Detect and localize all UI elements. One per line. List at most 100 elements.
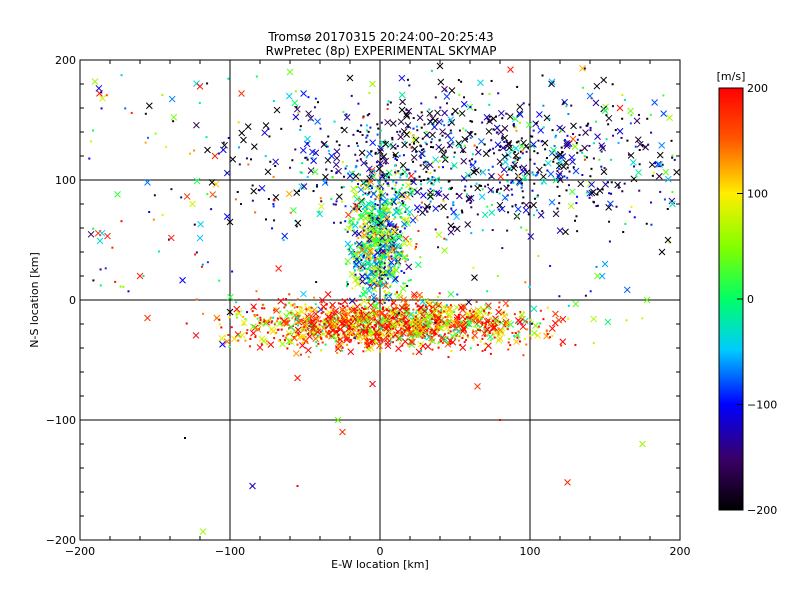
data-point-dot xyxy=(291,304,294,307)
data-point-cross xyxy=(310,325,318,333)
data-point-dot xyxy=(317,342,320,345)
data-point-dot xyxy=(399,235,402,238)
data-point-cross xyxy=(385,233,393,241)
data-point-dot xyxy=(363,252,366,255)
data-point-dot xyxy=(449,342,452,345)
data-point-dot xyxy=(256,317,259,320)
data-point-cross xyxy=(233,305,241,313)
data-point-cross xyxy=(168,95,176,103)
data-point-dot xyxy=(339,312,342,315)
data-point-cross xyxy=(193,177,201,185)
data-point-dot xyxy=(362,236,365,239)
data-point-dot xyxy=(358,308,361,311)
data-point-dot xyxy=(100,91,103,94)
data-point-dot xyxy=(276,320,279,323)
data-point-dot xyxy=(206,261,209,264)
data-point-dot xyxy=(366,180,369,183)
data-point-cross xyxy=(523,169,531,176)
data-point-cross xyxy=(375,165,383,173)
data-point-dot xyxy=(401,294,404,297)
data-point-dot xyxy=(425,312,428,315)
data-point-dot xyxy=(295,225,298,228)
data-point-dot xyxy=(484,185,487,188)
data-point-dot xyxy=(297,333,300,336)
data-point-cross xyxy=(398,74,406,82)
data-point-dot xyxy=(408,172,411,175)
data-point-cross xyxy=(338,320,346,327)
data-point-dot xyxy=(481,188,484,191)
data-point-dot xyxy=(549,264,552,267)
data-point-cross xyxy=(460,100,468,108)
data-point-cross xyxy=(437,78,445,86)
data-point-dot xyxy=(533,182,536,185)
data-point-dot xyxy=(560,344,563,347)
data-point-dot xyxy=(420,317,423,320)
data-point-cross xyxy=(292,113,300,121)
data-point-dot xyxy=(327,149,330,152)
data-point-cross xyxy=(598,142,606,150)
data-point-dot xyxy=(426,333,429,336)
data-point-cross xyxy=(465,317,473,325)
data-point-dot xyxy=(526,328,529,331)
data-point-dot xyxy=(574,219,577,222)
data-point-cross xyxy=(332,161,340,169)
data-point-dot xyxy=(456,293,459,296)
data-point-dot xyxy=(365,282,368,285)
data-point-dot xyxy=(362,350,365,353)
data-point-dot xyxy=(390,325,393,328)
data-point-dot xyxy=(161,93,164,96)
data-point-dot xyxy=(335,200,338,203)
data-point-dot xyxy=(638,148,641,151)
data-point-cross xyxy=(144,314,151,322)
data-point-cross xyxy=(623,286,631,294)
data-point-dot xyxy=(449,129,452,132)
data-point-dot xyxy=(345,263,348,266)
data-point-dot xyxy=(394,226,397,229)
data-point-dot xyxy=(380,277,383,280)
data-point-dot xyxy=(377,180,380,183)
data-point-cross xyxy=(487,333,494,341)
data-point-dot xyxy=(371,339,374,342)
data-point-dot xyxy=(621,94,624,97)
data-point-cross xyxy=(394,168,402,176)
data-point-cross xyxy=(557,158,564,166)
data-point-cross xyxy=(483,318,491,325)
data-point-dot xyxy=(342,332,345,335)
data-point-cross xyxy=(594,272,601,280)
data-point-dot xyxy=(230,326,233,329)
data-point-dot xyxy=(390,316,393,319)
data-point-dot xyxy=(360,311,363,314)
data-point-cross xyxy=(662,168,670,176)
data-point-dot xyxy=(368,92,371,95)
data-point-dot xyxy=(354,153,357,156)
data-point-dot xyxy=(450,167,453,170)
data-point-cross xyxy=(377,219,384,227)
data-point-cross xyxy=(360,159,368,167)
data-point-dot xyxy=(368,248,371,251)
data-point-dot xyxy=(361,269,364,272)
data-point-dot xyxy=(409,132,412,135)
data-point-dot xyxy=(373,231,376,234)
data-point-dot xyxy=(424,160,427,163)
data-point-dot xyxy=(376,231,379,234)
data-point-dot xyxy=(387,100,390,103)
data-point-dot xyxy=(628,153,631,156)
data-point-dot xyxy=(412,160,415,163)
data-point-dot xyxy=(404,140,407,143)
data-point-dot xyxy=(517,175,520,178)
data-point-dot xyxy=(467,336,470,339)
data-point-dot xyxy=(323,320,326,323)
data-point-dot xyxy=(394,216,397,219)
data-point-dot xyxy=(251,199,254,202)
data-point-dot xyxy=(529,337,532,340)
data-point-dot xyxy=(441,325,444,328)
data-point-dot xyxy=(386,228,389,231)
data-point-cross xyxy=(384,228,391,235)
data-point-cross xyxy=(559,315,567,323)
data-point-dot xyxy=(261,303,264,306)
data-point-dot xyxy=(383,289,386,292)
data-point-dot xyxy=(347,145,350,148)
data-point-cross xyxy=(362,220,370,228)
data-point-dot xyxy=(525,150,528,153)
data-point-cross xyxy=(291,99,299,107)
